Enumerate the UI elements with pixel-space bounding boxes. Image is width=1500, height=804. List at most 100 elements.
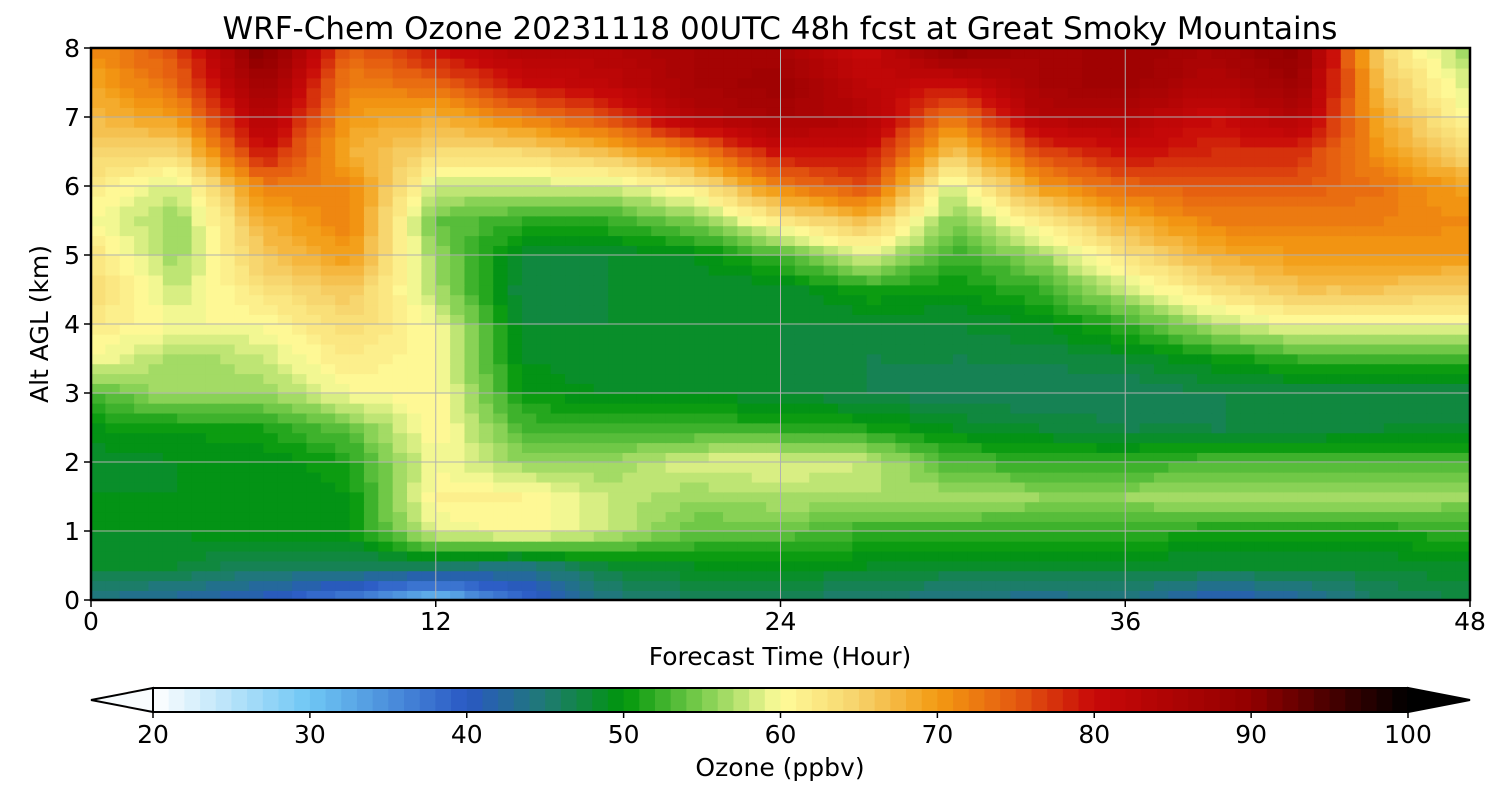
contour-cell (967, 521, 983, 532)
contour-cell (363, 481, 380, 493)
contour-cell (1039, 245, 1055, 256)
contour-cell (694, 255, 710, 266)
contour-cell (593, 186, 609, 197)
contour-cell (1369, 550, 1385, 562)
contour-cell (407, 580, 423, 591)
contour-cell (507, 107, 523, 118)
contour-cell (363, 225, 380, 237)
contour-cell (852, 570, 868, 582)
contour-cell (1455, 107, 1470, 118)
contour-cell (909, 511, 925, 522)
contour-cell (1082, 442, 1098, 453)
contour-cell (1455, 87, 1470, 99)
contour-cell (1426, 156, 1443, 168)
contour-cell (1398, 471, 1414, 483)
contour-cell (565, 117, 581, 128)
contour-cell (694, 481, 710, 493)
contour-cell (536, 511, 552, 522)
contour-cell (464, 264, 480, 276)
contour-cell (407, 225, 423, 237)
contour-cell (565, 186, 581, 197)
contour-cell (1153, 176, 1170, 187)
contour-cell (1268, 107, 1285, 118)
contour-cell (191, 176, 207, 187)
contour-cell (234, 491, 250, 503)
contour-cell (464, 353, 480, 365)
contour-cell (1355, 215, 1371, 227)
contour-cell (191, 373, 207, 384)
contour-cell (536, 333, 552, 345)
contour-cell (349, 452, 365, 463)
contour-cell (1153, 393, 1170, 404)
contour-cell (694, 225, 710, 237)
contour-cell (507, 560, 523, 572)
contour-cell (708, 481, 724, 493)
contour-cell (1240, 333, 1256, 345)
contour-cell (349, 255, 365, 266)
contour-cell (1039, 481, 1055, 493)
contour-cell (608, 245, 624, 256)
contour-cell (780, 255, 796, 266)
contour-cell (277, 205, 293, 217)
contour-cell (478, 284, 494, 296)
contour-cell (651, 471, 667, 483)
contour-cell (1125, 402, 1141, 414)
contour-cell (134, 97, 150, 108)
contour-cell (536, 462, 552, 473)
contour-cell (679, 511, 696, 522)
contour-cell (91, 452, 107, 463)
contour-cell (1024, 284, 1040, 296)
contour-cell (1355, 304, 1371, 315)
contour-cell (177, 343, 193, 355)
contour-cell (234, 146, 250, 158)
contour-cell (162, 373, 178, 384)
contour-cell (435, 294, 451, 306)
contour-cell (507, 235, 523, 246)
contour-cell (1268, 343, 1285, 355)
contour-cell (435, 521, 451, 532)
contour-cell (780, 235, 796, 246)
contour-cell (1383, 205, 1399, 217)
contour-cell (464, 117, 480, 128)
contour-cell (306, 383, 322, 394)
contour-cell (1082, 225, 1098, 237)
contour-cell (220, 462, 236, 473)
contour-cell (205, 235, 222, 246)
contour-cell (421, 580, 437, 591)
contour-cell (608, 156, 624, 168)
contour-cell (1039, 422, 1055, 434)
contour-cell (1139, 402, 1155, 414)
contour-cell (565, 452, 581, 463)
contour-cell (1297, 245, 1313, 256)
contour-cell (119, 264, 135, 276)
contour-cell (636, 245, 653, 256)
contour-cell (1024, 373, 1040, 384)
contour-cell (234, 324, 250, 335)
contour-cell (478, 126, 494, 138)
contour-cell (737, 343, 753, 355)
contour-cell (1268, 97, 1285, 108)
contour-cell (1283, 393, 1299, 404)
contour-cell (1326, 314, 1342, 325)
contour-cell (205, 284, 222, 296)
contour-cell (1326, 531, 1342, 542)
contour-cell (579, 146, 595, 158)
contour-cell (249, 176, 265, 187)
contour-cell (378, 521, 394, 532)
contour-cell (694, 304, 710, 315)
contour-cell (105, 393, 121, 404)
contour-cell (823, 363, 839, 375)
contour-cell (1024, 333, 1040, 345)
contour-cell (306, 294, 322, 306)
contour-cell (378, 590, 394, 600)
contour-cell (608, 560, 624, 572)
contour-cell (1268, 442, 1285, 453)
contour-cell (1283, 126, 1299, 138)
contour-cell (1010, 314, 1026, 325)
contour-cell (995, 87, 1012, 99)
contour-cell (1024, 432, 1040, 444)
contour-cell (895, 353, 911, 365)
contour-cell (1398, 186, 1414, 197)
contour-cell (1168, 570, 1184, 582)
contour-cell (1096, 452, 1112, 463)
